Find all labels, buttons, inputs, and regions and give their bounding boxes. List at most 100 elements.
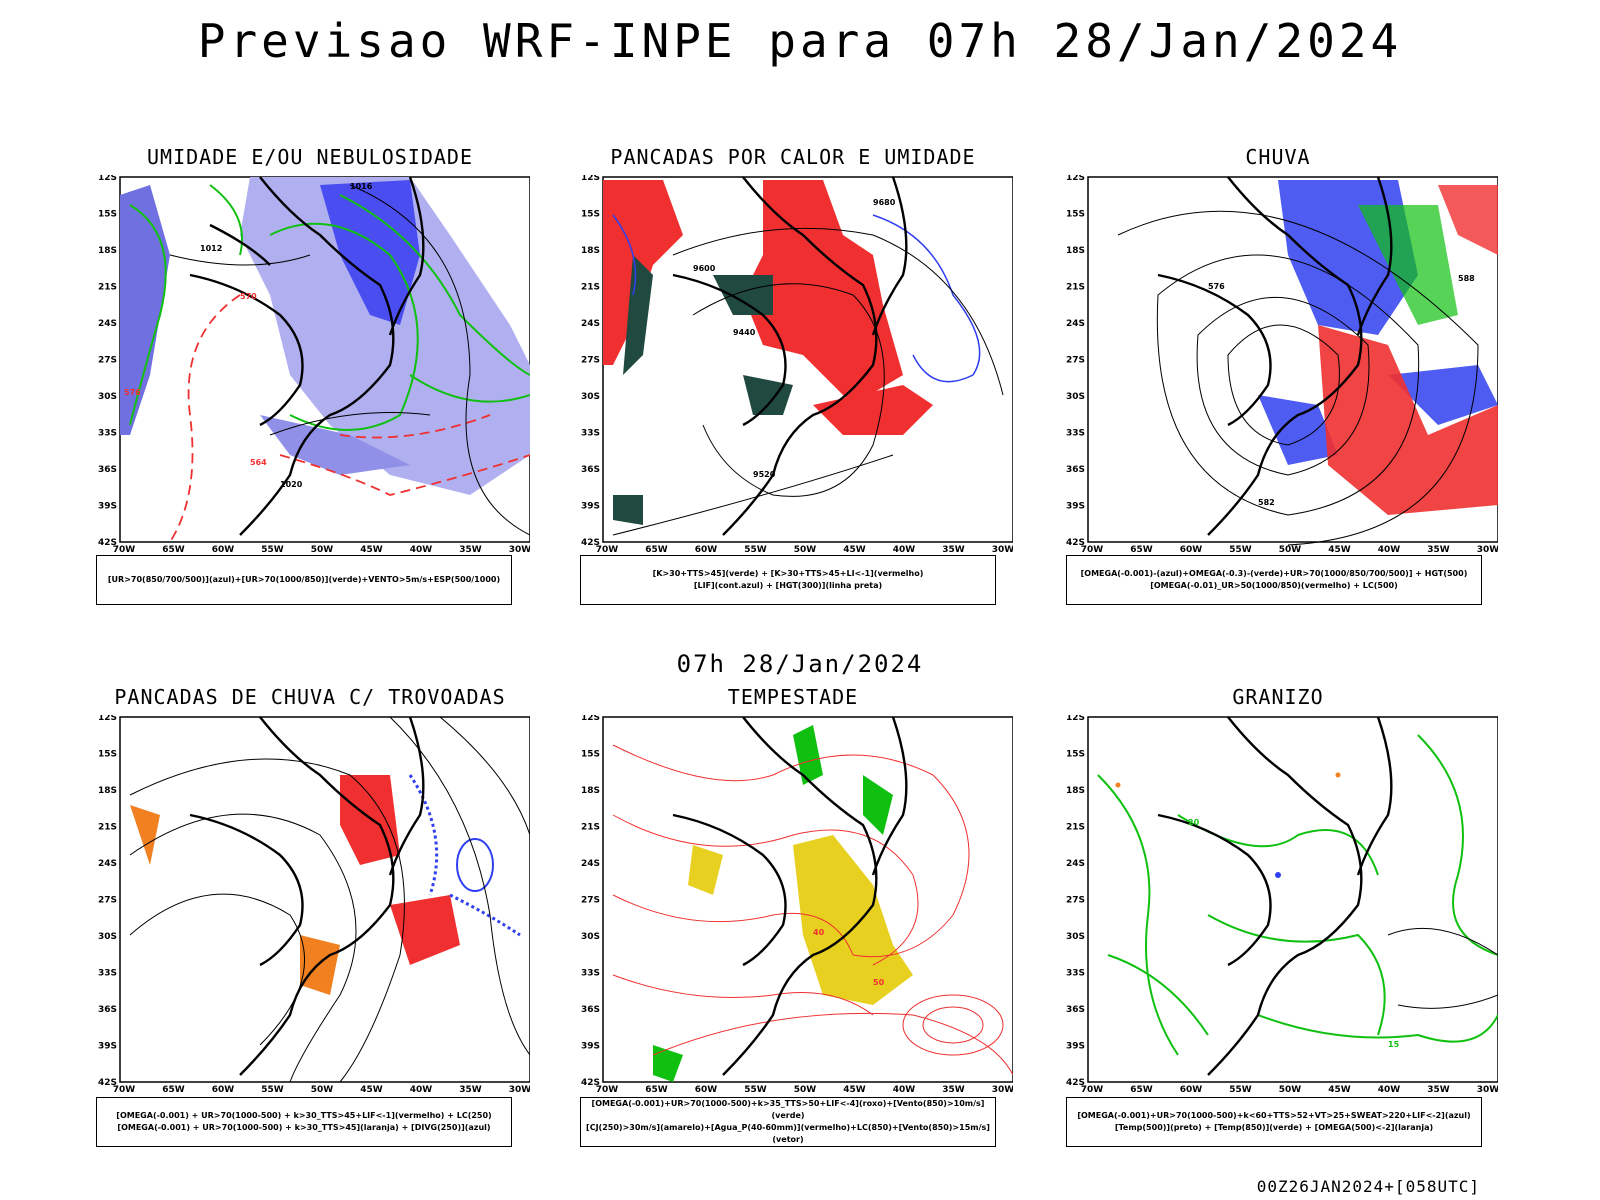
lat-tick-label: 27S	[1066, 896, 1085, 906]
panel-legend: [OMEGA(-0.001)+UR>70(1000-500)+k>35_TTS>…	[580, 1097, 996, 1147]
lon-tick-label: 70W	[113, 545, 136, 555]
lon-tick-label: 45W	[1328, 1085, 1351, 1095]
lat-tick-label: 42S	[581, 538, 600, 548]
lon-tick-label: 55W	[1229, 545, 1252, 555]
lon-tick-label: 45W	[360, 545, 383, 555]
lon-tick-label: 35W	[459, 1085, 482, 1095]
lon-tick-label: 45W	[360, 1085, 383, 1095]
panel-legend: [UR>70(850/700/500)](azul)+[UR>70(1000/8…	[96, 555, 512, 605]
lat-tick-label: 12S	[98, 175, 117, 183]
panel-granizo: GRANIZO 12S 15S 18S 21S 24S 27S 30S 33S 36S 39S 42…	[1058, 685, 1498, 1155]
lat-tick-label: 24S	[98, 859, 117, 869]
lat-tick-label: 36S	[581, 1005, 600, 1015]
lat-tick-label: 15S	[1066, 750, 1085, 760]
lat-tick-label: 27S	[98, 896, 117, 906]
lat-tick-label: 21S	[98, 283, 117, 293]
lon-tick-label: 65W	[1130, 1085, 1153, 1095]
lon-tick-label: 30W	[509, 545, 530, 555]
map-frame	[119, 176, 530, 543]
lat-tick-label: 15S	[581, 750, 600, 760]
lon-tick-label: 50W	[794, 545, 817, 555]
lon-tick-label: 40W	[1378, 545, 1401, 555]
contour-labels: 15 20	[1188, 818, 1400, 1049]
map-frame	[119, 716, 530, 1083]
contour-label: 9600	[693, 264, 716, 273]
panel-umidade: UMIDADE E/OU NEBULOSIDADE 12S 15S 18S 21S 24…	[90, 145, 530, 615]
lon-tick-label: 35W	[459, 545, 482, 555]
lat-tick-label: 24S	[581, 859, 600, 869]
legend-line: [OMEGA(-0.01)_UR>50(1000/850)(vermelho) …	[1150, 581, 1398, 590]
contour-label: 570	[240, 292, 257, 301]
lon-tick-label: 30W	[1477, 1085, 1498, 1095]
contour-label: 15	[1388, 1040, 1400, 1049]
lon-tick-label: 50W	[1279, 1085, 1302, 1095]
lon-tick-label: 70W	[1081, 1085, 1104, 1095]
lon-tick-label: 65W	[645, 1085, 668, 1095]
lat-tick-label: 27S	[1066, 356, 1085, 366]
lon-tick-label: 55W	[1229, 1085, 1252, 1095]
lat-tick-label: 18S	[98, 786, 117, 796]
panel-legend: [OMEGA(-0.001)-(azul)+OMEGA(-0.3)-(verde…	[1066, 555, 1482, 605]
lat-tick-label: 12S	[581, 175, 600, 183]
contour-labels: 9680 9600 9520 9440	[693, 198, 896, 479]
contour-label: 564	[250, 458, 267, 467]
lat-tick-label: 12S	[581, 715, 600, 723]
forecast-date: 07h 28/Jan/2024	[676, 650, 924, 678]
contour-label: 20	[1188, 818, 1200, 827]
panel-title: CHUVA	[1245, 145, 1311, 169]
panel-title: PANCADAS POR CALOR E UMIDADE	[610, 145, 976, 169]
lat-tick-label: 12S	[1066, 715, 1085, 723]
lat-tick-label: 33S	[581, 429, 600, 439]
contour-label: 40	[813, 928, 825, 937]
lat-tick-label: 42S	[1066, 538, 1085, 548]
lon-tick-label: 50W	[1279, 545, 1302, 555]
panel-tempestade: TEMPESTADE 12S 15S 18S 21S 24S 27S 30S 33S 36S 39…	[573, 685, 1013, 1155]
lat-tick-label: 30S	[581, 392, 600, 402]
lon-tick-label: 55W	[261, 545, 284, 555]
lat-tick-label: 30S	[98, 392, 117, 402]
contour-label: 50	[873, 978, 885, 987]
lat-tick-label: 24S	[1066, 319, 1085, 329]
lat-tick-label: 36S	[581, 465, 600, 475]
contour-labels: 40 50	[813, 928, 885, 987]
lat-tick-label: 21S	[581, 283, 600, 293]
contour-label: 582	[1258, 498, 1275, 507]
lat-tick-label: 24S	[1066, 859, 1085, 869]
lon-tick-label: 70W	[113, 1085, 136, 1095]
lat-tick-label: 42S	[98, 1078, 117, 1088]
lon-tick-label: 40W	[410, 1085, 433, 1095]
lon-tick-label: 30W	[1477, 545, 1498, 555]
map-frame	[1087, 716, 1498, 1083]
legend-line: [OMEGA(-0.001)-(azul)+OMEGA(-0.3)-(verde…	[1080, 569, 1468, 578]
lat-tick-label: 18S	[98, 246, 117, 256]
contour-label: 9440	[733, 328, 756, 337]
lon-tick-label: 60W	[695, 545, 718, 555]
lat-tick-label: 27S	[581, 356, 600, 366]
lat-tick-label: 33S	[1066, 969, 1085, 979]
lat-tick-label: 27S	[581, 896, 600, 906]
lat-tick-label: 18S	[581, 246, 600, 256]
panel-pancadas-trovoadas: PANCADAS DE CHUVA C/ TROVOADAS 12S 15S 18S…	[90, 685, 530, 1155]
lon-tick-label: 55W	[261, 1085, 284, 1095]
lat-tick-label: 39S	[581, 1042, 600, 1052]
lat-tick-label: 30S	[98, 932, 117, 942]
lon-tick-label: 35W	[942, 545, 965, 555]
panel-title: GRANIZO	[1232, 685, 1324, 709]
lon-tick-label: 50W	[311, 1085, 334, 1095]
lat-tick-label: 15S	[98, 210, 117, 220]
lat-tick-label: 15S	[98, 750, 117, 760]
lat-tick-label: 18S	[1066, 786, 1085, 796]
panel-title: TEMPESTADE	[727, 685, 859, 709]
contour-label: 1020	[280, 480, 303, 489]
map-frame	[602, 716, 1013, 1083]
lon-tick-label: 70W	[596, 545, 619, 555]
contour-label: 9680	[873, 198, 896, 207]
lat-tick-label: 36S	[98, 465, 117, 475]
lat-tick-label: 39S	[98, 1042, 117, 1052]
panel-title: UMIDADE E/OU NEBULOSIDADE	[146, 145, 474, 169]
lat-tick-label: 12S	[1066, 175, 1085, 183]
contour-label: 576	[124, 388, 141, 397]
